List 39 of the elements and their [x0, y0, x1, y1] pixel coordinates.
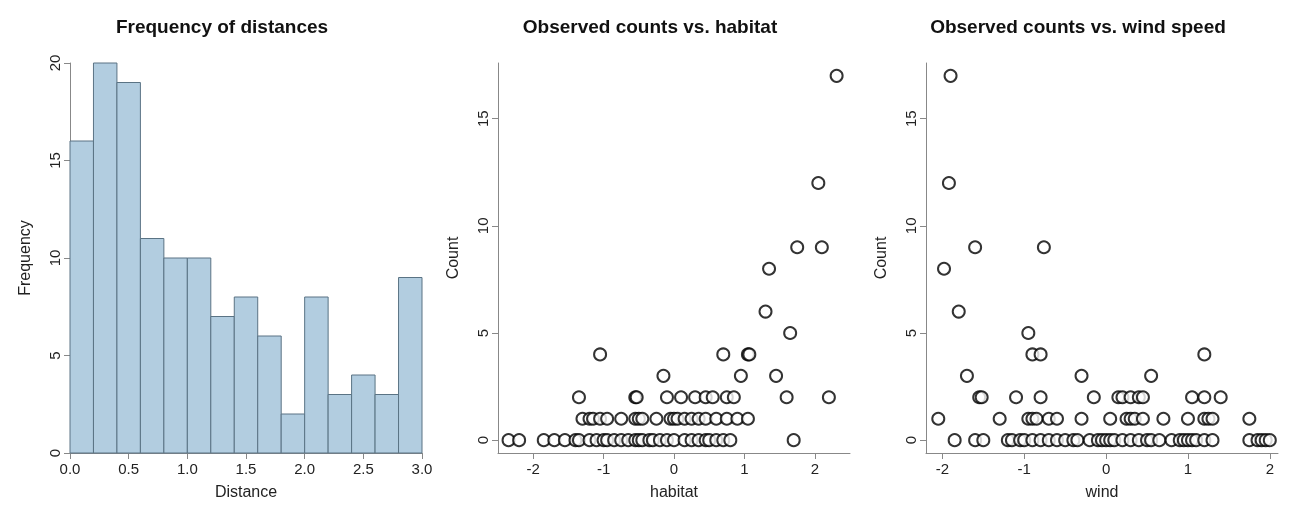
y-axis-title: Count [443, 236, 461, 280]
y-tick-label: 5 [474, 328, 491, 338]
y-tick-label: 0 [46, 448, 63, 458]
x-tick-label: 0.5 [118, 460, 140, 477]
x-tick-label: 1 [740, 460, 749, 477]
x-tick-label: 0 [669, 460, 679, 477]
x-tick-label: -1 [596, 460, 611, 477]
chart-title: Frequency of distances [115, 16, 329, 37]
y-tick-label: 0 [902, 435, 919, 445]
chart-title: Observed counts vs. habitat [522, 16, 778, 37]
x-tick-label: -2 [935, 460, 950, 477]
x-tick-label: -2 [526, 460, 540, 477]
y-tick-label: 15 [474, 110, 491, 128]
y-tick-label: 5 [902, 328, 919, 338]
y-tick-label: 5 [46, 351, 63, 360]
x-axis-title: habitat [649, 482, 699, 500]
x-tick-label: 1.5 [235, 460, 257, 477]
y-tick-label: 15 [902, 110, 919, 128]
x-tick-label: 0.0 [59, 460, 81, 477]
y-tick-label: 10 [902, 217, 919, 235]
x-tick-label: -1 [1017, 460, 1031, 477]
y-tick-label: 20 [46, 54, 63, 72]
y-axis-title: Count [871, 236, 889, 280]
x-tick-label: 1.0 [176, 460, 198, 477]
x-axis-title: Distance [214, 482, 278, 500]
y-tick-label: 10 [474, 217, 491, 235]
x-tick-label: 2.0 [294, 460, 316, 477]
chart-title: Observed counts vs. wind speed [930, 16, 1226, 37]
y-tick-label: 0 [474, 435, 491, 445]
y-tick-label: 15 [46, 152, 63, 169]
x-axis-title: wind [1084, 482, 1119, 500]
x-tick-label: 2 [1265, 460, 1274, 477]
x-tick-label: 3.0 [411, 460, 433, 477]
x-tick-label: 2.5 [352, 460, 374, 477]
x-tick-label: 1 [1183, 460, 1193, 477]
x-tick-label: 0 [1101, 460, 1111, 477]
x-tick-label: 2 [810, 460, 819, 477]
y-axis-title: Frequency [15, 220, 33, 296]
y-tick-label: 10 [46, 249, 63, 267]
